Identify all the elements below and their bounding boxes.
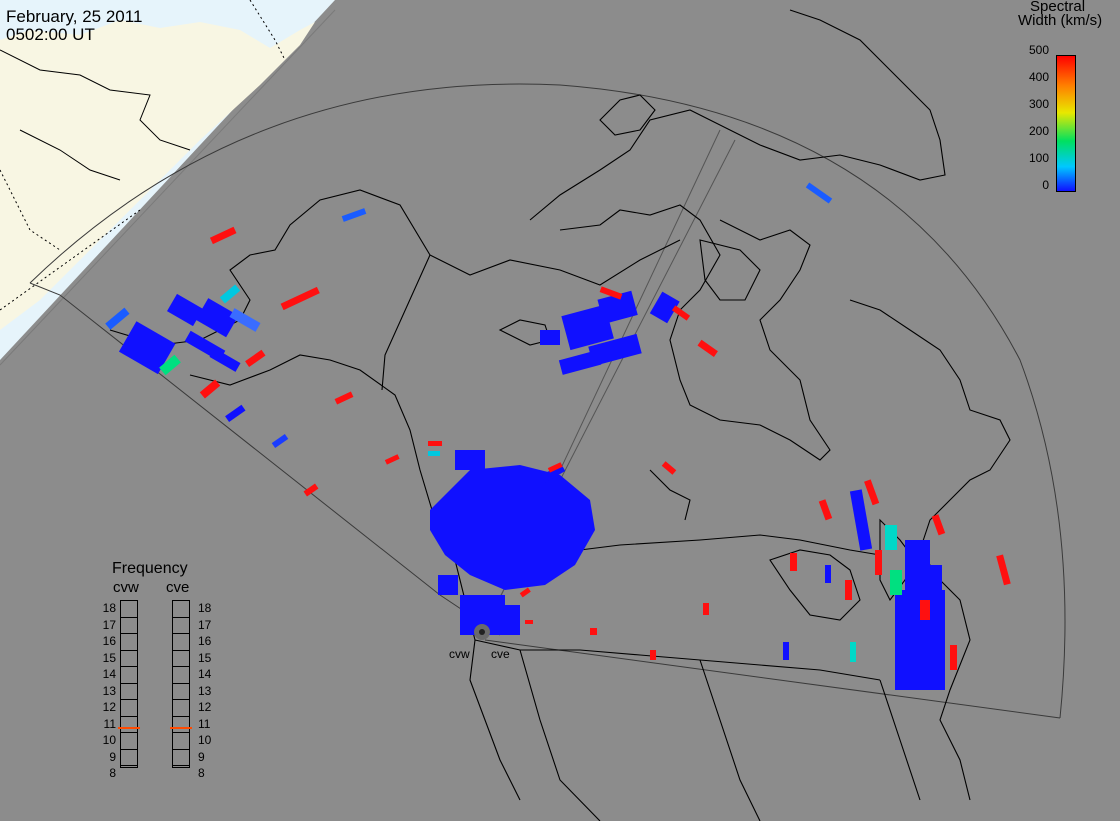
colorbar-tick: 300 xyxy=(1028,97,1049,111)
frequency-gauge-divider xyxy=(173,666,189,667)
frequency-gauge-divider xyxy=(173,765,189,766)
date-label: February, 25 2011 xyxy=(6,7,143,26)
frequency-gauge-divider xyxy=(121,715,137,717)
frequency-level-right: 10 xyxy=(198,733,212,747)
coastline-far-west xyxy=(0,49,191,181)
frequency-gauge-divider xyxy=(173,748,189,750)
frequency-gauge-divider xyxy=(121,699,137,700)
frequency-gauge-divider xyxy=(121,732,137,733)
fov-outer-arc xyxy=(29,83,1066,719)
frequency-level-right: 14 xyxy=(198,667,212,681)
frequency-radar-label-cvw: cvw xyxy=(113,579,139,596)
coastlines xyxy=(109,9,1011,821)
frequency-gauge-cvw xyxy=(120,600,138,768)
frequency-level-right: 13 xyxy=(198,683,212,698)
frequency-level-left: 13 xyxy=(102,683,116,698)
frequency-gauge-divider xyxy=(121,765,137,766)
frequency-level-right: 16 xyxy=(198,634,212,648)
echoes-north xyxy=(540,182,833,475)
time-label: 0502:00 UT xyxy=(6,25,95,44)
frequency-level-left: 14 xyxy=(102,667,116,681)
colorbar-tick: 0 xyxy=(1042,178,1049,192)
frequency-title: Frequency xyxy=(112,560,188,577)
fov-east-boundary xyxy=(484,639,1061,719)
frequency-level-right: 15 xyxy=(198,650,212,665)
frequency-level-right: 9 xyxy=(198,749,205,764)
echoes-west xyxy=(105,208,367,497)
meridian-dotted-3 xyxy=(0,209,141,311)
frequency-gauge-divider xyxy=(121,649,137,651)
frequency-level-right: 17 xyxy=(198,617,212,632)
colorbar-tick: 100 xyxy=(1028,151,1049,165)
frequency-level-left: 12 xyxy=(102,700,116,714)
terminator-edge xyxy=(0,9,336,366)
frequency-level-left: 8 xyxy=(109,766,116,780)
frequency-level-left: 15 xyxy=(102,650,116,665)
frequency-gauge-divider xyxy=(173,633,189,634)
frequency-level-right: 18 xyxy=(198,601,212,615)
frequency-level-left: 9 xyxy=(109,749,116,764)
frequency-gauge-cve xyxy=(172,600,190,768)
frequency-level-right: 12 xyxy=(198,700,212,714)
frequency-gauge-divider xyxy=(173,715,189,717)
colorbar-tick: 500 xyxy=(1028,43,1049,57)
frequency-level-right: 11 xyxy=(198,716,211,731)
colorbar-tick: 200 xyxy=(1028,124,1049,138)
frequency-gauge-divider xyxy=(121,748,137,750)
frequency-gauge-divider xyxy=(173,649,189,651)
frequency-level-left: 18 xyxy=(102,601,116,615)
radar-label-cve: cve xyxy=(491,647,510,661)
frequency-gauge-divider xyxy=(121,666,137,667)
frequency-level-left: 17 xyxy=(102,617,116,632)
meridian-dotted-1 xyxy=(0,169,61,251)
frequency-marker-cvw xyxy=(118,726,140,729)
colorbar-tick: 400 xyxy=(1028,70,1049,84)
meridian-dotted-2 xyxy=(249,0,286,61)
frequency-marker-cve xyxy=(170,726,192,729)
frequency-gauge-divider xyxy=(173,732,189,733)
echoes-central xyxy=(384,441,595,635)
frequency-level-left: 16 xyxy=(102,634,116,648)
echoes-east xyxy=(590,479,1011,690)
land-region-alaska-siberia xyxy=(0,20,315,330)
frequency-gauge-divider xyxy=(121,633,137,634)
frequency-gauge-divider xyxy=(121,682,137,684)
frequency-gauge-divider xyxy=(121,616,137,618)
colorbar-title-line2: Width (km/s) xyxy=(1018,12,1103,29)
frequency-radar-label-cve: cve xyxy=(166,579,190,596)
frequency-level-left: 10 xyxy=(102,733,116,747)
frequency-gauge-divider xyxy=(173,616,189,618)
frequency-gauge-divider xyxy=(173,699,189,700)
colorbar-title-line1: Spectral xyxy=(1030,0,1086,15)
frequency-gauge-divider xyxy=(173,682,189,684)
fov-west-boundary xyxy=(29,282,501,636)
frequency-level-left: 11 xyxy=(103,716,116,731)
colorbar xyxy=(1056,55,1076,192)
frequency-level-right: 8 xyxy=(198,766,205,780)
radar-label-cvw: cvw xyxy=(449,647,470,661)
